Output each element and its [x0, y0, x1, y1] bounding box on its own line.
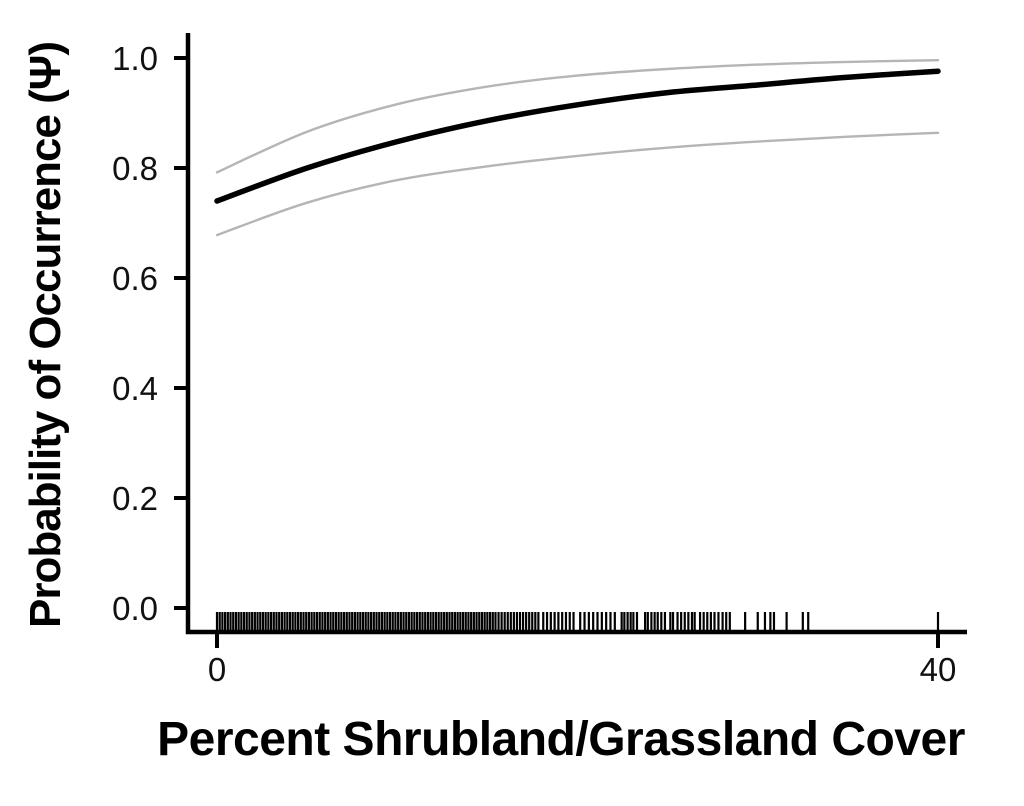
y-axis-title: Probability of Occurrence (Ψ) [21, 42, 70, 628]
y-tick-label: 0.4 [112, 370, 158, 407]
y-tick-label: 0.8 [112, 150, 158, 187]
x-tick-label: 0 [208, 651, 226, 688]
y-tick-label: 1.0 [112, 40, 158, 77]
plot-area: 1.0 0.8 0.6 0.4 0.2 0.0 0 40 [112, 33, 967, 688]
axis-spine [185, 33, 967, 635]
y-tick-label: 0.6 [112, 260, 158, 297]
curve-upper-95ci [215, 59, 940, 174]
curve-lower-95ci [215, 131, 940, 237]
x-axis-title: Percent Shrubland/Grassland Cover [157, 713, 965, 766]
curve-mean-occupancy-probability [214, 68, 941, 204]
x-tick-label: 40 [920, 651, 957, 688]
y-tick-label: 0.0 [112, 590, 158, 627]
y-tick-label: 0.2 [112, 480, 158, 517]
